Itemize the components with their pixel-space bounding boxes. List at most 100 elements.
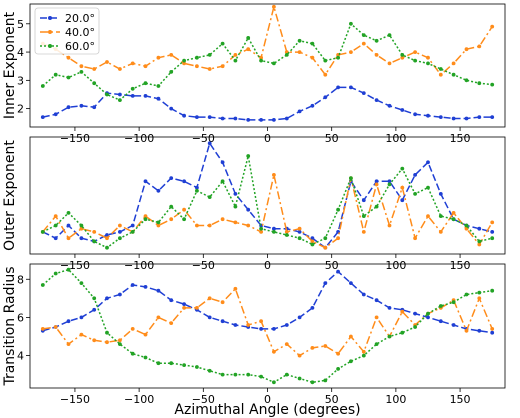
data-point	[310, 55, 315, 60]
data-point	[336, 269, 340, 274]
data-point	[259, 118, 263, 122]
data-point	[233, 323, 238, 327]
data-point	[400, 309, 405, 314]
data-point	[105, 330, 109, 335]
data-point	[490, 327, 495, 331]
data-point	[374, 98, 379, 102]
data-point	[272, 173, 276, 177]
data-point	[464, 328, 469, 333]
data-point	[92, 338, 97, 343]
y-tick-label: 2	[17, 103, 24, 116]
data-point	[323, 95, 328, 100]
data-point	[156, 315, 161, 320]
data-point	[361, 91, 366, 95]
data-point	[490, 115, 495, 119]
y-axis-label: Outer Exponent	[2, 140, 18, 251]
data-point	[297, 38, 302, 43]
data-point	[438, 214, 443, 219]
data-point	[387, 103, 392, 108]
legend-label: 40.0°	[65, 26, 95, 39]
data-point	[477, 115, 482, 119]
data-point	[220, 116, 225, 121]
data-point	[349, 281, 353, 285]
data-point	[130, 351, 135, 356]
data-point	[233, 116, 238, 121]
data-point	[92, 307, 97, 312]
data-point	[207, 195, 212, 200]
data-point	[66, 267, 71, 272]
data-point	[143, 179, 148, 184]
data-point	[438, 304, 443, 308]
data-point	[284, 233, 289, 237]
series-line-2	[42, 3, 493, 77]
data-point	[156, 361, 161, 366]
plot-frame	[29, 136, 506, 255]
data-point	[105, 340, 109, 345]
data-point	[349, 334, 353, 339]
data-point	[349, 85, 353, 90]
data-point	[220, 41, 225, 46]
data-point	[451, 217, 456, 222]
y-tick-label: 3	[17, 74, 24, 87]
data-point	[207, 296, 212, 301]
data-point	[92, 81, 97, 86]
data-point	[323, 281, 328, 285]
x-tick-label: −150	[60, 132, 90, 145]
data-point	[490, 288, 495, 293]
data-point	[220, 300, 225, 305]
data-point	[323, 245, 328, 250]
data-point	[272, 327, 276, 331]
data-point	[156, 55, 161, 60]
data-point	[310, 242, 315, 247]
data-point	[182, 61, 187, 66]
data-point	[53, 214, 58, 219]
data-point	[438, 67, 443, 71]
data-point	[374, 298, 379, 303]
data-point	[195, 55, 199, 60]
data-point	[182, 58, 187, 63]
data-point	[413, 112, 417, 117]
data-point	[310, 380, 315, 385]
legend-marker	[48, 30, 52, 34]
data-point	[130, 283, 135, 287]
x-tick-label: 100	[385, 259, 406, 272]
data-point	[207, 115, 212, 119]
data-point	[490, 82, 495, 87]
data-point	[118, 223, 122, 228]
x-tick-label: 0	[264, 132, 271, 145]
data-point	[400, 330, 405, 335]
data-point	[349, 50, 353, 54]
data-point	[310, 306, 315, 310]
data-point	[323, 378, 328, 383]
data-point	[79, 281, 84, 285]
data-point	[477, 290, 482, 295]
data-point	[220, 160, 225, 165]
data-point	[156, 223, 161, 228]
data-point	[259, 327, 263, 331]
data-point	[272, 4, 276, 9]
data-point	[105, 233, 109, 237]
data-point	[40, 115, 45, 119]
data-point	[323, 58, 328, 63]
x-tick-label: −100	[124, 259, 154, 272]
data-point	[477, 239, 482, 244]
x-tick-label: 150	[450, 132, 471, 145]
data-point	[53, 223, 58, 228]
data-point	[259, 374, 263, 379]
data-point	[92, 67, 97, 71]
data-point	[297, 230, 302, 234]
data-point	[79, 103, 84, 108]
data-point	[451, 211, 456, 215]
data-point	[105, 236, 109, 241]
data-point	[246, 372, 251, 377]
data-point	[310, 346, 315, 350]
data-point	[182, 217, 187, 222]
legend-marker	[48, 44, 52, 48]
data-point	[451, 323, 456, 327]
data-point	[169, 217, 174, 222]
data-point	[426, 214, 430, 219]
data-point	[66, 342, 71, 346]
data-point	[284, 372, 289, 377]
